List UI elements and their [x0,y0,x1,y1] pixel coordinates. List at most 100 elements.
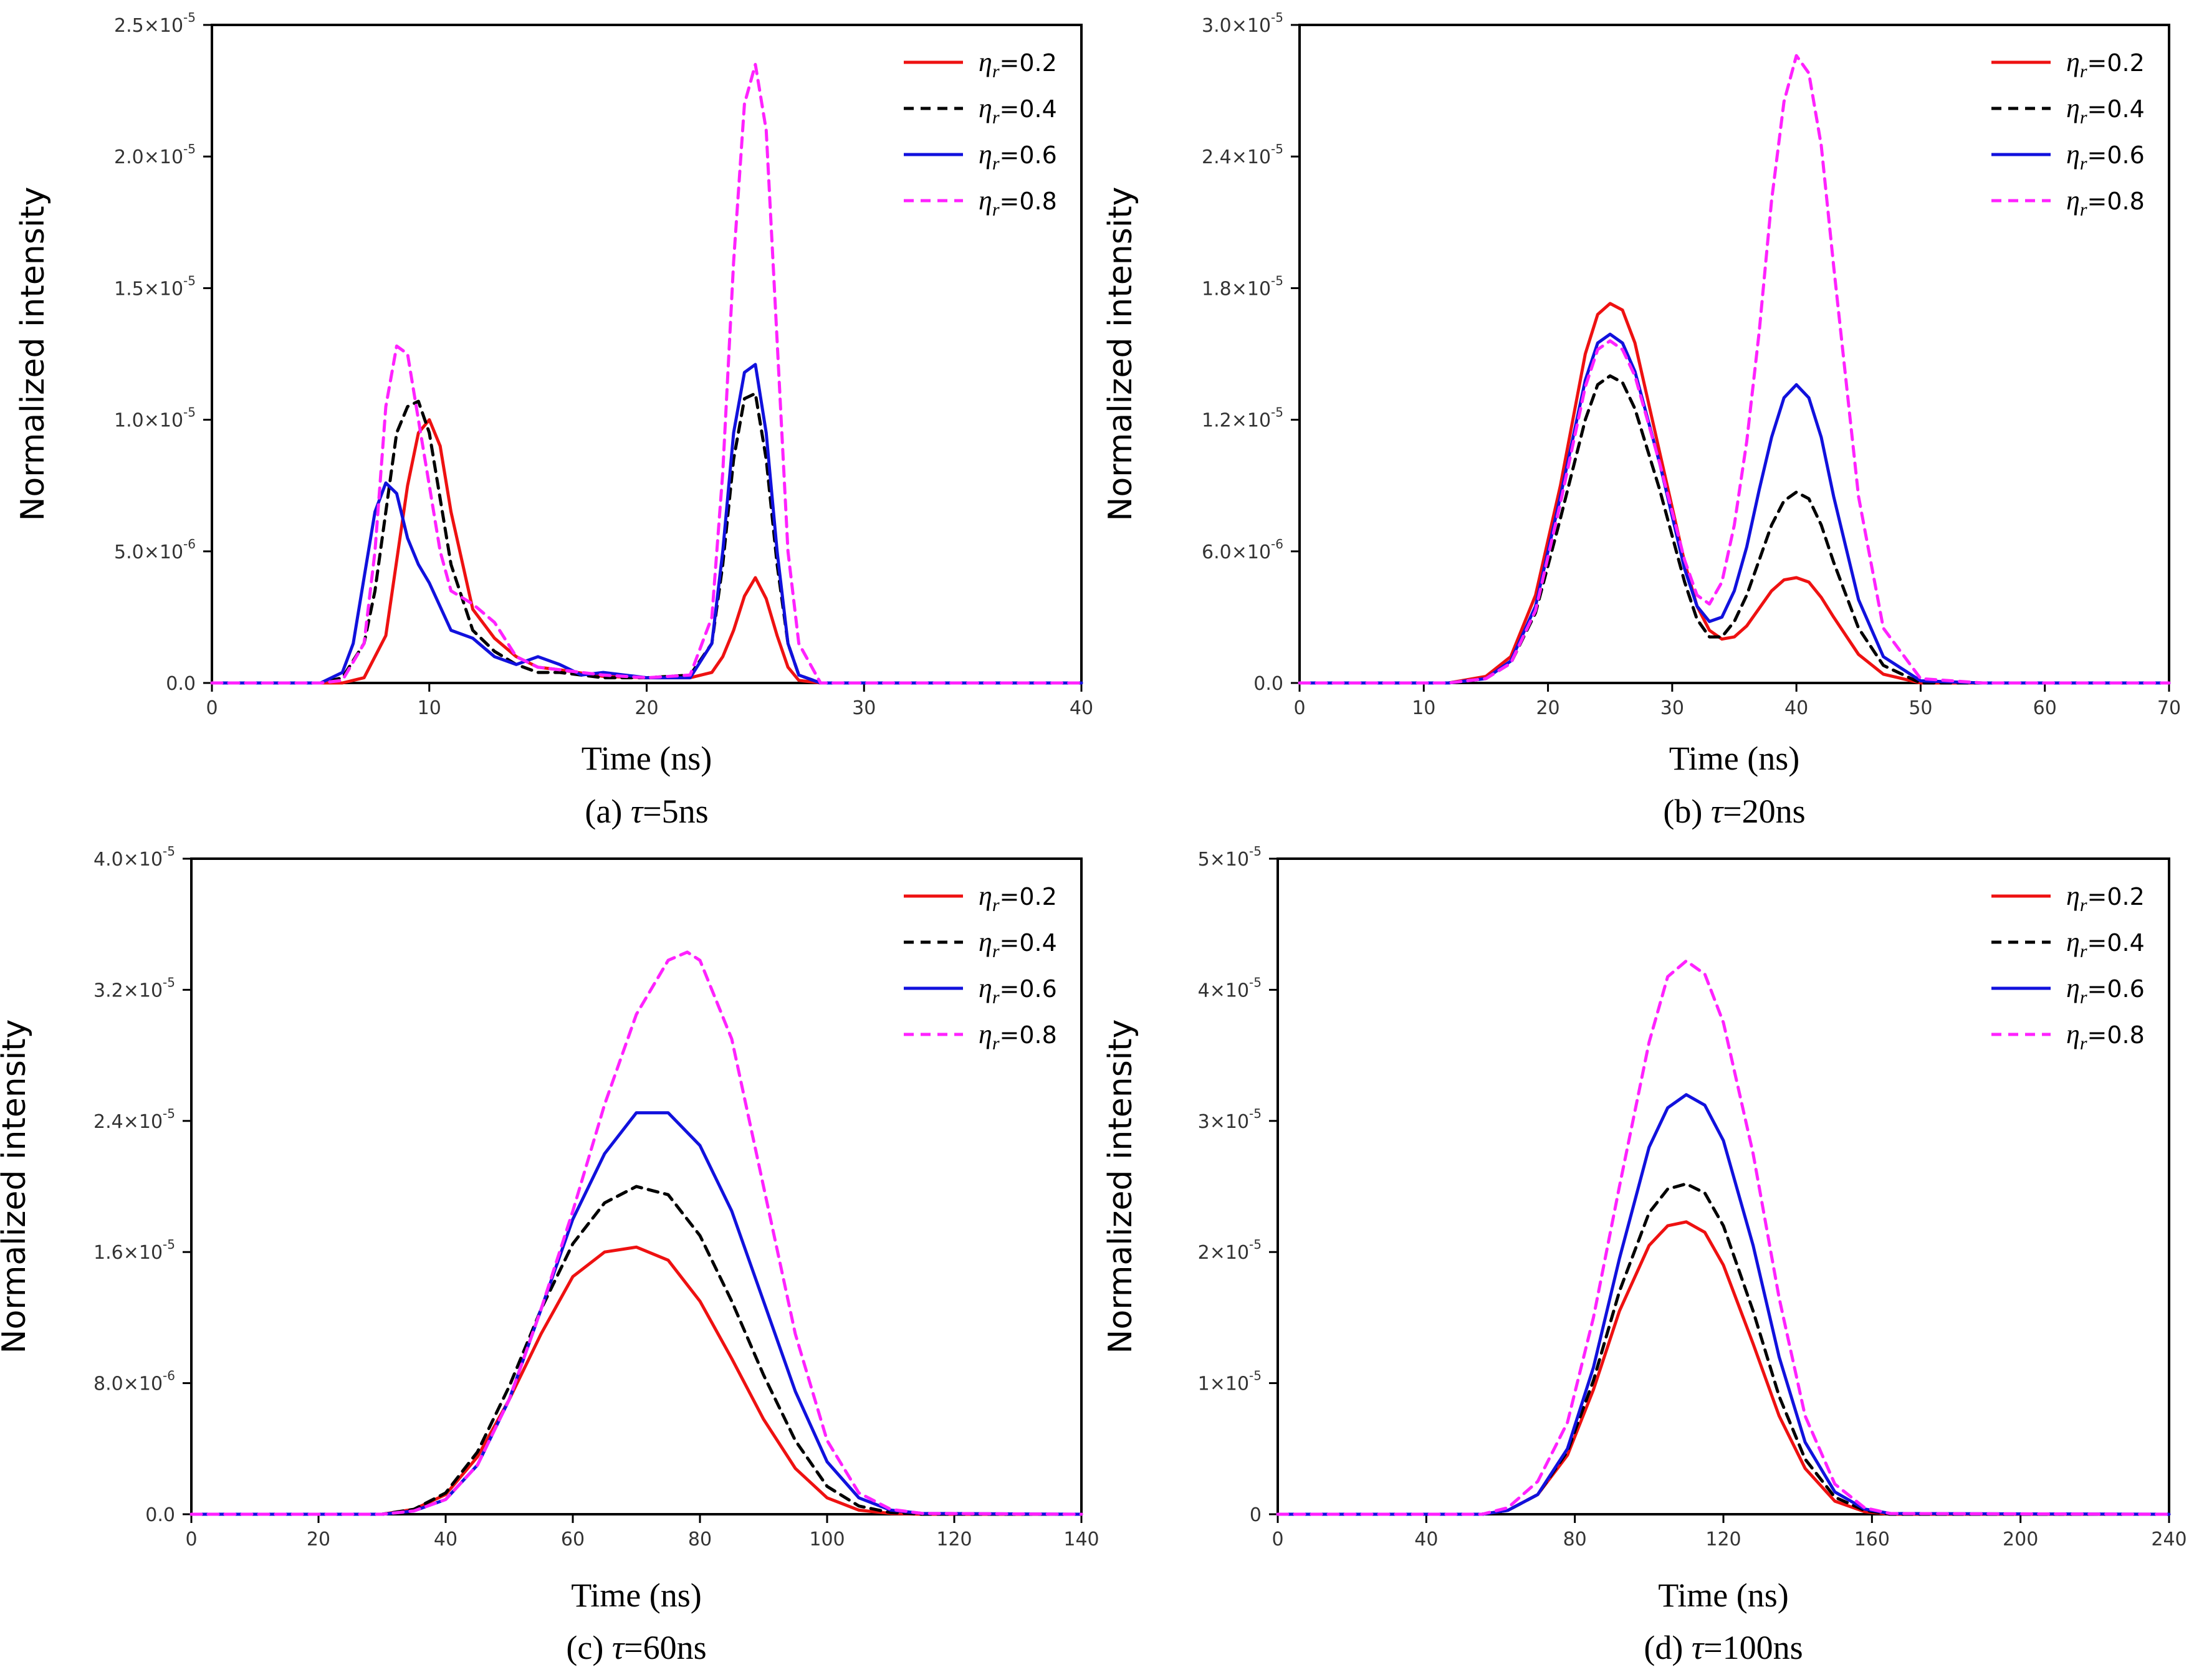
caption-tau: τ [631,793,644,830]
x-axis-label: Time (ns) [1669,740,1800,777]
y-tick-label: 3.0×10-5 [1202,10,1283,37]
plot-frame [190,857,1083,1515]
y-tick-mantissa: 3×10 [1198,1111,1249,1133]
y-tick-mantissa: 2×10 [1198,1242,1249,1264]
y-tick-exponent: -5 [1271,10,1283,25]
y-tick-label: 1.5×10-5 [114,273,196,300]
y-tick-mantissa: 2.4×10 [1202,146,1271,168]
y-tick-mantissa: 1.5×10 [114,278,183,300]
legend-label: ηr=0.6 [2066,139,2145,174]
y-tick-exponent: -5 [163,1106,175,1121]
legend-label: ηr=0.6 [979,973,1057,1008]
legend-equals: = [2087,188,2107,215]
plot-frame [1277,857,2170,1515]
y-tick-exponent: -5 [183,273,196,288]
y-tick-label: 8.0×10-6 [93,1368,175,1395]
legend-value: 0.8 [1019,188,1056,215]
y-tick-exponent: -5 [1249,1106,1262,1121]
panel-caption: (c) τ=60ns [566,1629,706,1666]
x-tick-label: 60 [2033,697,2057,719]
y-tick-label: 0.0 [166,673,196,695]
legend-value: 0.4 [1019,95,1056,123]
y-tick-mantissa: 4×10 [1198,980,1249,1001]
legend-subscript: r [2080,107,2087,128]
panel-caption: (b) τ=20ns [1663,793,1805,830]
x-tick-label: 20 [1536,697,1559,719]
x-tick-label: 120 [936,1529,972,1550]
legend-equals: = [1000,975,1020,1003]
x-tick-label: 40 [1414,1529,1438,1550]
legend-symbol: η [979,47,992,77]
y-tick-mantissa: 8.0×10 [93,1373,163,1395]
series-line-eta-0.6 [1276,1093,2171,1516]
y-tick-label: 3.2×10-5 [93,975,175,1001]
legend-value: 0.8 [2107,1021,2144,1049]
legend-label: ηr=0.2 [2066,47,2145,82]
legend-symbol: η [2066,881,2080,911]
legend-equals: = [2087,141,2107,169]
legend-symbol: η [2066,973,2080,1003]
series-line-eta-0.2 [189,1245,1083,1516]
legend-value: 0.8 [2107,188,2144,215]
caption-tau: τ [1692,1629,1705,1666]
series-line-eta-0.8 [189,950,1083,1516]
series-line-eta-0.4 [210,391,1083,685]
x-tick-label: 100 [809,1529,845,1550]
legend-value: 0.2 [1019,49,1056,77]
y-tick-mantissa: 3.0×10 [1202,15,1271,37]
series-line-eta-0.2 [1298,302,2171,685]
legend-subscript: r [992,987,1000,1008]
x-axis-label: Time (ns) [1658,1577,1789,1614]
y-tick-label: 0.0 [145,1504,175,1526]
y-tick-label: 4×10-5 [1198,975,1262,1001]
legend-equals: = [2087,975,2107,1003]
y-axis-label: Normalized intensity [14,187,52,522]
legend-value: 0.6 [1019,141,1056,169]
legend-subscript: r [992,895,1000,915]
y-tick-label: 2×10-5 [1198,1237,1262,1264]
x-tick-label: 0 [185,1529,197,1550]
legend-label: ηr=0.2 [979,881,1057,915]
legend-symbol: η [979,881,992,911]
y-tick-exponent: -5 [163,975,175,990]
y-tick-label: 2.5×10-5 [114,10,196,37]
series-line-eta-0.4 [189,1185,1083,1516]
x-tick-label: 70 [2157,697,2181,719]
y-tick-mantissa: 2.4×10 [93,1111,163,1133]
legend-symbol: η [979,1019,992,1049]
plot-frame [211,24,1083,684]
y-tick-label: 1.0×10-5 [114,405,196,432]
legend-subscript: r [2080,199,2087,220]
series-line-eta-0.8 [210,62,1083,685]
legend-equals: = [1000,141,1020,169]
y-tick-label: 5.0×10-6 [114,537,196,563]
legend-value: 0.8 [1019,1021,1056,1049]
caption-suffix: =5ns [643,793,708,830]
x-tick-label: 160 [1854,1529,1890,1550]
y-tick-label: 4.0×10-5 [93,844,175,871]
legend-equals: = [1000,188,1020,215]
legend-equals: = [1000,95,1020,123]
x-tick-label: 50 [1909,697,1932,719]
series-line-eta-0.6 [1298,332,2171,685]
y-tick-exponent: -5 [163,844,175,859]
legend-subscript: r [992,199,1000,220]
y-tick-label: 0 [1250,1504,1262,1526]
panel-caption: (d) τ=100ns [1644,1629,1803,1666]
series-line-eta-0.6 [189,1111,1083,1516]
caption-prefix: (c) [566,1629,611,1666]
caption-tau: τ [1711,793,1724,830]
caption-suffix: =100ns [1703,1629,1803,1666]
series-line-eta-0.4 [1276,1182,2171,1516]
y-tick-exponent: -5 [183,405,196,420]
x-axis-label: Time (ns) [582,740,712,777]
y-tick-exponent: -5 [1249,1237,1262,1252]
series-line-eta-0.2 [210,418,1083,685]
legend-equals: = [2087,95,2107,123]
y-tick-mantissa: 5.0×10 [114,542,183,563]
legend-symbol: η [2066,93,2080,123]
legend-value: 0.4 [1019,929,1056,957]
series-line-eta-0.4 [1298,374,2171,685]
y-tick-exponent: -5 [1249,975,1262,990]
caption-prefix: (a) [585,793,630,830]
